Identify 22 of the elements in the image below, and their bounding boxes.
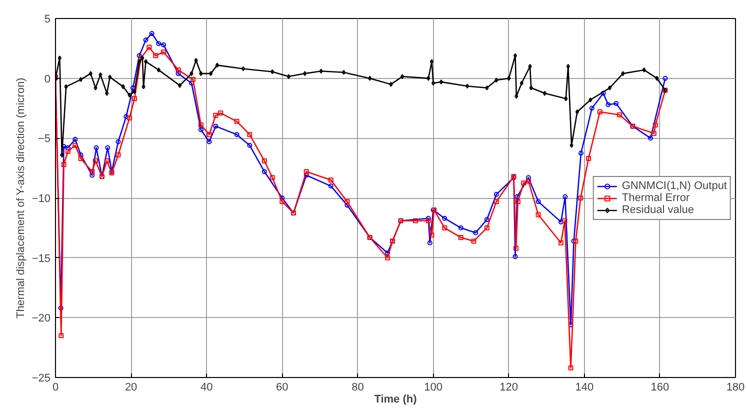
- y-tick-label: −25: [32, 372, 51, 384]
- x-tick-label: 40: [200, 382, 213, 394]
- x-tick-label: 80: [352, 382, 364, 394]
- x-axis-title: Time (h): [374, 394, 418, 406]
- y-tick-label: −5: [38, 133, 51, 146]
- legend-label: GNNMCI(1,N) Output: [622, 180, 727, 192]
- legend-label: Residual value: [622, 204, 694, 216]
- legend-label: Thermal Error: [622, 192, 690, 204]
- y-tick-label: 5: [44, 14, 51, 26]
- x-tick-label: 0: [52, 382, 59, 394]
- x-tick-label: 160: [650, 382, 670, 394]
- x-tick-label: 100: [424, 382, 442, 394]
- x-tick-label: 120: [500, 382, 518, 394]
- x-tick-label: 180: [726, 382, 745, 394]
- x-tick-label: 140: [575, 382, 594, 394]
- y-tick-label: −10: [32, 193, 51, 205]
- y-tick-label: −20: [32, 312, 51, 325]
- x-tick-label: 60: [276, 382, 288, 394]
- x-tick-label: 20: [124, 382, 138, 394]
- y-tick-label: −15: [32, 252, 51, 265]
- y-tick-label: 0: [44, 73, 51, 86]
- y-axis-title: Thermal displacement of Y-axis direction (micron): [14, 78, 27, 319]
